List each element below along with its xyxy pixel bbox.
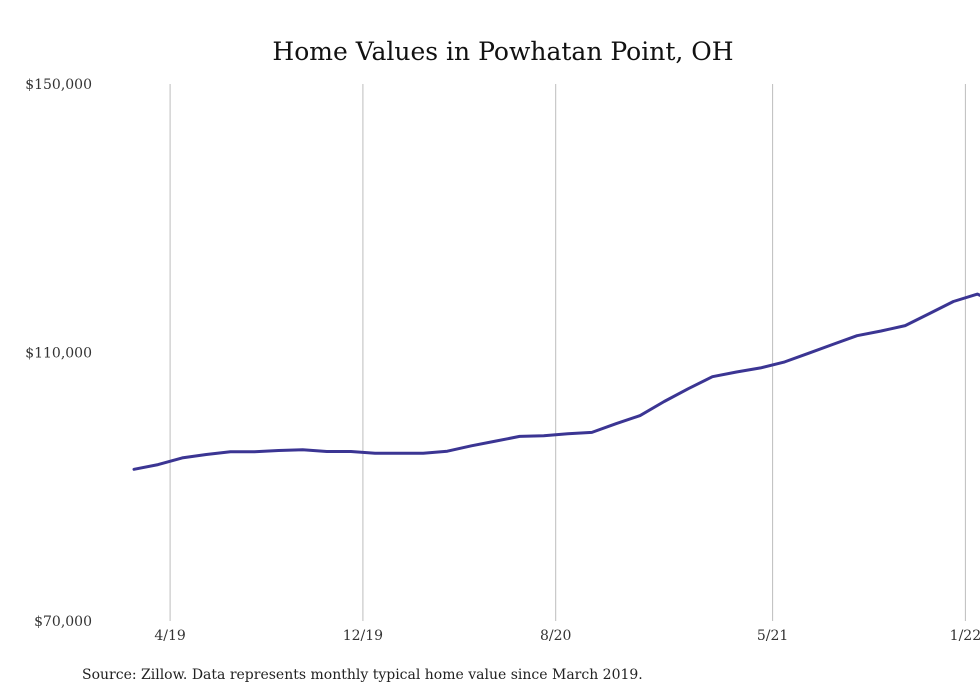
y-axis-ticks: $150,000 $110,000 $70,000	[25, 77, 92, 630]
x-tick-label: 1/22	[950, 628, 980, 644]
x-tick-label: 12/19	[343, 628, 383, 644]
y-tick-label: $110,000	[25, 346, 92, 362]
x-axis-ticks: 4/19 12/19 8/20 5/21 1/22	[154, 628, 980, 644]
series-home-value	[132, 292, 980, 471]
x-tick-label: 4/19	[154, 628, 185, 644]
x-tick-label: 5/21	[757, 628, 788, 644]
x-tick-label: 8/20	[540, 628, 571, 644]
source-note: Source: Zillow. Data represents monthly …	[82, 667, 643, 683]
series-line	[132, 292, 980, 471]
y-tick-label: $150,000	[25, 77, 92, 93]
chart-title: Home Values in Powhatan Point, OH	[272, 37, 733, 66]
gridlines	[169, 84, 966, 621]
y-tick-label: $70,000	[34, 614, 92, 630]
